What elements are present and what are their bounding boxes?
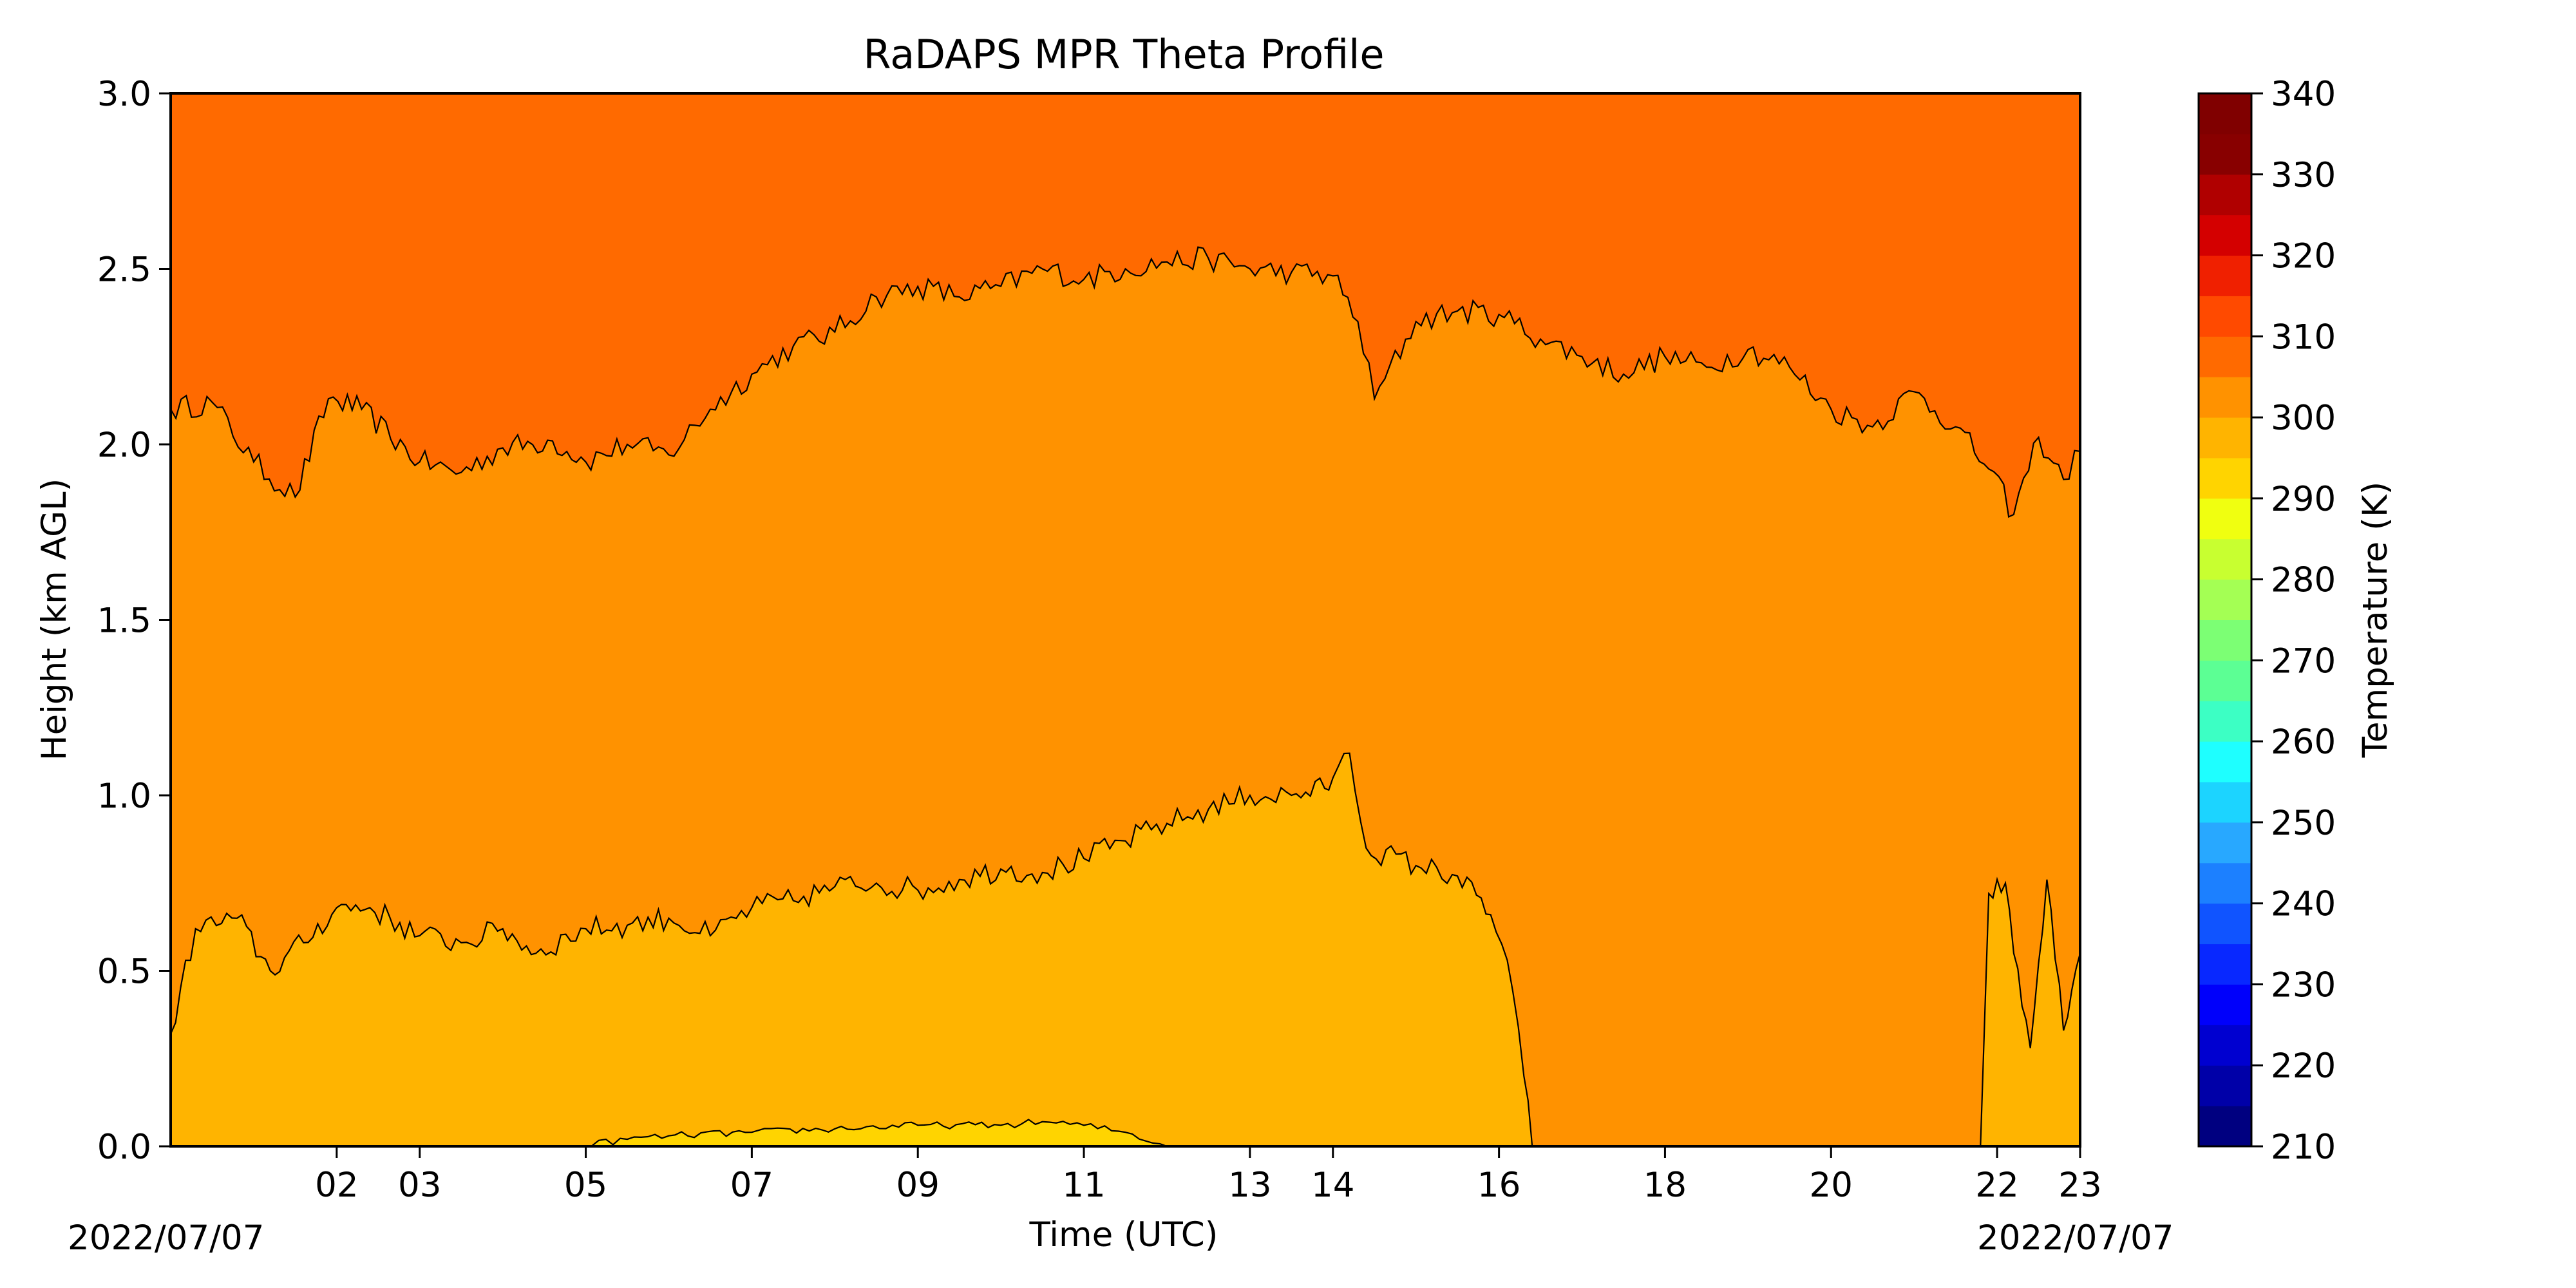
x-tick-label: 16 (1477, 1166, 1520, 1205)
x-tick-label: 22 (1975, 1166, 2018, 1205)
colorbar-band (2199, 377, 2251, 418)
x-tick-label: 03 (398, 1166, 441, 1205)
region-310-315 (171, 93, 2080, 517)
contour-305k-right (1980, 876, 2080, 1146)
y-tick-label: 0.5 (97, 952, 151, 992)
colorbar-tick-label: 300 (2271, 399, 2336, 438)
colorbar-band (2199, 336, 2251, 377)
x-tick-label: 23 (2058, 1166, 2101, 1205)
colorbar-tick-label: 220 (2271, 1046, 2336, 1086)
colorbar-band (2199, 862, 2251, 904)
colorbar-band (2199, 579, 2251, 620)
colorbar-band (2199, 943, 2251, 985)
colorbar-band (2199, 255, 2251, 296)
colorbar-band (2199, 822, 2251, 864)
y-axis-label: Height (km AGL) (35, 478, 74, 761)
contour-305k (171, 752, 1533, 1146)
y-tick-label: 2.5 (97, 251, 151, 290)
y-tick-label: 3.0 (97, 75, 151, 114)
chart-title: RaDAPS MPR Theta Profile (864, 31, 1385, 78)
start-date-label: 2022/07/07 (68, 1218, 264, 1258)
colorbar-tick-label: 250 (2271, 804, 2336, 843)
colorbar-band (2199, 782, 2251, 823)
y-tick-label: 0.0 (97, 1128, 151, 1167)
colorbar-band (2199, 174, 2251, 216)
x-tick-label: 09 (896, 1166, 939, 1205)
colorbar-band (2199, 1106, 2251, 1147)
colorbar-band (2199, 1065, 2251, 1106)
y-tick-label: 2.0 (97, 426, 151, 465)
colorbar-label: Temperature (K) (2356, 482, 2395, 759)
end-date-label: 2022/07/07 (1977, 1218, 2174, 1258)
colorbar-frame (2197, 92, 2253, 1148)
x-tick-label: 02 (315, 1166, 358, 1205)
contour-310k (171, 246, 2080, 518)
colorbar-band (2199, 984, 2251, 1025)
colorbar-band (2199, 741, 2251, 782)
colorbar-tick-label: 330 (2271, 156, 2336, 195)
region-295-300 (577, 1119, 1167, 1146)
x-tick-label: 11 (1062, 1166, 1105, 1205)
colorbar-tick-label: 290 (2271, 480, 2336, 519)
colorbar-tick-label: 270 (2271, 641, 2336, 681)
colorbar-band (2199, 417, 2251, 459)
contour-300k (577, 1119, 1168, 1146)
x-tick-label: 14 (1311, 1166, 1354, 1205)
x-tick-label: 20 (1810, 1166, 1853, 1205)
colorbar-tick-label: 210 (2271, 1128, 2336, 1167)
x-axis-ticks: 02 03 05 07 09 11 13 14 16 18 20 22 23 (315, 1146, 2102, 1205)
x-axis-label: Time (UTC) (1029, 1215, 1218, 1255)
y-tick-label: 1.0 (97, 777, 151, 816)
colorbar-band (2199, 93, 2251, 135)
colorbar-band (2199, 538, 2251, 580)
colorbar-band (2199, 296, 2251, 337)
colorbar: 210 220 230 240 250 260 270 280 290 300 310 320 330 3… (2197, 75, 2336, 1167)
colorbar-band (2199, 701, 2251, 742)
y-tick-label: 1.5 (97, 601, 151, 641)
colorbar-tick-label: 280 (2271, 561, 2336, 600)
region-300-305 (171, 753, 1533, 1146)
region-300-305-right (1980, 879, 2080, 1146)
colorbar-tick-label: 320 (2271, 237, 2336, 276)
x-tick-label: 13 (1228, 1166, 1271, 1205)
x-tick-label: 07 (730, 1166, 773, 1205)
colorbar-tick-label: 240 (2271, 885, 2336, 924)
y-axis-ticks: 0.0 0.5 1.0 1.5 2.0 2.5 3.0 (97, 75, 171, 1167)
colorbar-tick-label: 230 (2271, 965, 2336, 1005)
colorbar-tick-label: 260 (2271, 723, 2336, 762)
colorbar-tick-label: 310 (2271, 317, 2336, 357)
colorbar-band (2199, 133, 2251, 175)
colorbar-band (2199, 660, 2251, 701)
plot-area (169, 92, 2081, 1148)
colorbar-band (2199, 620, 2251, 661)
x-tick-label: 18 (1643, 1166, 1687, 1205)
colorbar-band (2199, 457, 2251, 499)
colorbar-band (2199, 214, 2251, 256)
colorbar-band (2199, 1025, 2251, 1066)
colorbar-band (2199, 498, 2251, 540)
colorbar-tick-label: 340 (2271, 75, 2336, 114)
x-tick-label: 05 (564, 1166, 607, 1205)
colorbar-band (2199, 903, 2251, 945)
